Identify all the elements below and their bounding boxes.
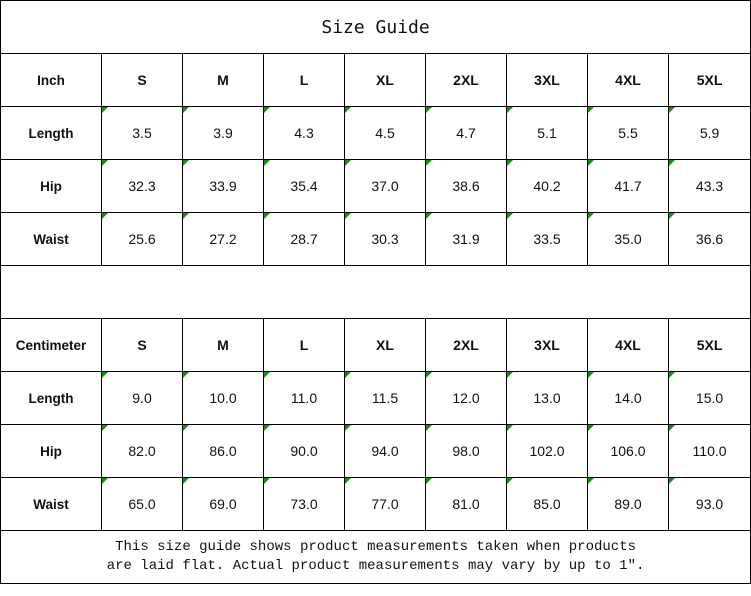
- footer-line1: This size guide shows product measuremen…: [115, 539, 636, 555]
- measurement-cell: 110.0: [667, 424, 751, 478]
- measurement-cell: 3.9: [182, 106, 264, 160]
- row-label: Waist: [0, 212, 102, 266]
- measurement-cell: 11.0: [263, 371, 345, 425]
- measurement-cell: 13.0: [506, 371, 588, 425]
- measurement-cell: 40.2: [506, 159, 588, 213]
- size-guide-table: Size Guide Inch S M L XL 2XL 3XL 4XL 5XL Length 3.5…: [0, 0, 751, 584]
- measurement-cell: 25.6: [101, 212, 183, 266]
- measurement-cell: 35.0: [587, 212, 669, 266]
- measurement-cell: 12.0: [425, 371, 507, 425]
- measurement-cell: 85.0: [506, 477, 588, 531]
- measurement-cell: 73.0: [263, 477, 345, 531]
- measurement-cell: 5.1: [506, 106, 588, 160]
- measurement-cell: 41.7: [587, 159, 669, 213]
- measurement-cell: 4.7: [425, 106, 507, 160]
- measurement-cell: 69.0: [182, 477, 264, 531]
- page-title: Size Guide: [0, 0, 751, 54]
- measurement-cell: 35.4: [263, 159, 345, 213]
- measurement-cell: 27.2: [182, 212, 264, 266]
- measurement-cell: 4.3: [263, 106, 345, 160]
- row-label: Hip: [0, 159, 102, 213]
- measurement-cell: 5.5: [587, 106, 669, 160]
- size-header: S: [101, 318, 183, 372]
- header-row: Centimeter S M L XL 2XL 3XL 4XL 5XL: [0, 318, 751, 372]
- measurement-cell: 33.5: [506, 212, 588, 266]
- size-header: 3XL: [506, 318, 588, 372]
- size-header: 4XL: [587, 318, 669, 372]
- measurement-cell: 31.9: [425, 212, 507, 266]
- row-label: Waist: [0, 477, 102, 531]
- measurement-cell: 94.0: [344, 424, 426, 478]
- table-row: Waist 25.6 27.2 28.7 30.3 31.9 33.5 35.0 36.6: [0, 212, 751, 266]
- spacer-row: [0, 265, 751, 319]
- measurement-cell: 106.0: [587, 424, 669, 478]
- size-header: 5XL: [667, 318, 751, 372]
- measurement-cell: 4.5: [344, 106, 426, 160]
- measurement-cell: 33.9: [182, 159, 264, 213]
- measurement-cell: 43.3: [667, 159, 751, 213]
- row-label: Length: [0, 106, 102, 160]
- measurement-cell: 65.0: [101, 477, 183, 531]
- size-header: 5XL: [667, 53, 751, 107]
- size-header: 2XL: [425, 53, 507, 107]
- measurement-cell: 28.7: [263, 212, 345, 266]
- row-label: Length: [0, 371, 102, 425]
- size-header: L: [263, 53, 345, 107]
- table-row: Hip 32.3 33.9 35.4 37.0 38.6 40.2 41.7 43.3: [0, 159, 751, 213]
- table-row: Length 9.0 10.0 11.0 11.5 12.0 13.0 14.0 15.0: [0, 371, 751, 425]
- measurement-cell: 10.0: [182, 371, 264, 425]
- measurement-cell: 77.0: [344, 477, 426, 531]
- size-header: M: [182, 53, 264, 107]
- size-header: S: [101, 53, 183, 107]
- measurement-cell: 89.0: [587, 477, 669, 531]
- size-header: 3XL: [506, 53, 588, 107]
- measurement-cell: 32.3: [101, 159, 183, 213]
- unit-header: Centimeter: [0, 318, 102, 372]
- measurement-cell: 30.3: [344, 212, 426, 266]
- measurement-cell: 82.0: [101, 424, 183, 478]
- measurement-cell: 86.0: [182, 424, 264, 478]
- measurement-cell: 93.0: [667, 477, 751, 531]
- measurement-cell: 11.5: [344, 371, 426, 425]
- measurement-cell: 3.5: [101, 106, 183, 160]
- size-header: 2XL: [425, 318, 507, 372]
- size-header: L: [263, 318, 345, 372]
- measurement-cell: 81.0: [425, 477, 507, 531]
- footer-note: This size guide shows product measuremen…: [0, 530, 751, 584]
- size-header: XL: [344, 53, 426, 107]
- measurement-cell: 9.0: [101, 371, 183, 425]
- size-header: 4XL: [587, 53, 669, 107]
- measurement-cell: 38.6: [425, 159, 507, 213]
- measurement-cell: 14.0: [587, 371, 669, 425]
- unit-header: Inch: [0, 53, 102, 107]
- row-label: Hip: [0, 424, 102, 478]
- measurement-cell: 36.6: [667, 212, 751, 266]
- table-row: Length 3.5 3.9 4.3 4.5 4.7 5.1 5.5 5.9: [0, 106, 751, 160]
- measurement-cell: 90.0: [263, 424, 345, 478]
- size-header: XL: [344, 318, 426, 372]
- measurement-cell: 15.0: [667, 371, 751, 425]
- header-row: Inch S M L XL 2XL 3XL 4XL 5XL: [0, 53, 751, 107]
- table-row: Hip 82.0 86.0 90.0 94.0 98.0 102.0 106.0 110.0: [0, 424, 751, 478]
- measurement-cell: 37.0: [344, 159, 426, 213]
- measurement-cell: 102.0: [506, 424, 588, 478]
- table-row: Waist 65.0 69.0 73.0 77.0 81.0 85.0 89.0 93.0: [0, 477, 751, 531]
- measurement-cell: 98.0: [425, 424, 507, 478]
- measurement-cell: 5.9: [667, 106, 751, 160]
- footer-line2: are laid flat. Actual product measuremen…: [106, 558, 645, 574]
- size-header: M: [182, 318, 264, 372]
